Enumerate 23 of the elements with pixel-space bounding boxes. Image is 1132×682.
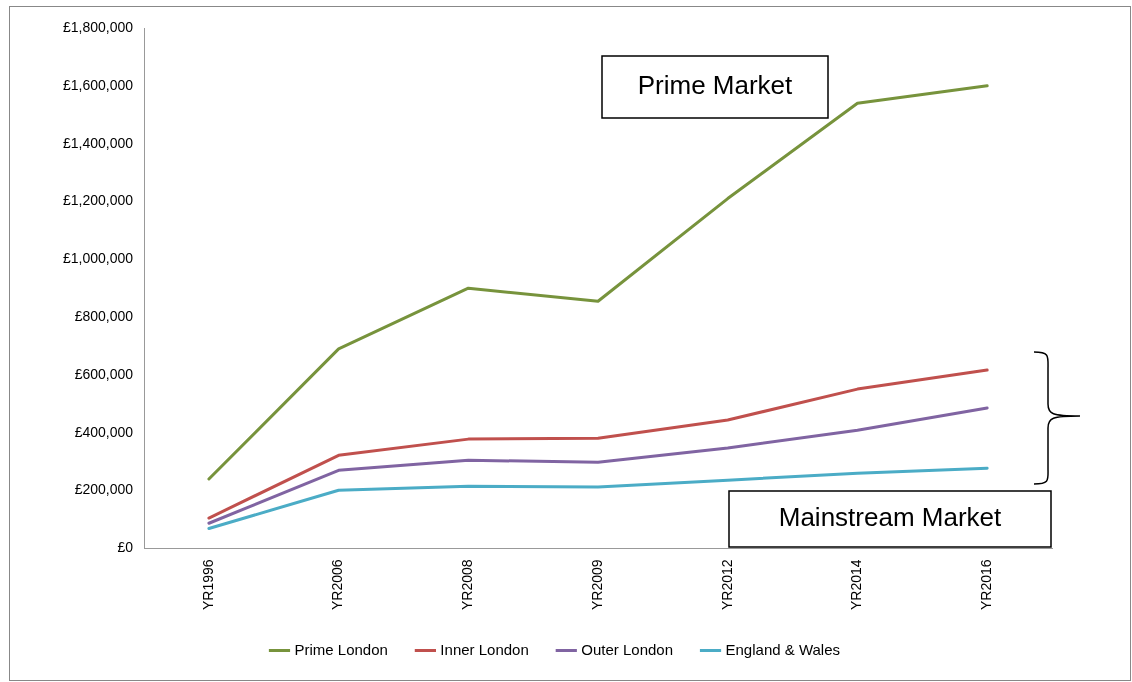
y-tick-label: £1,800,000 bbox=[62, 18, 134, 35]
y-tick-label: £1,200,000 bbox=[62, 192, 134, 209]
legend-label: Prime London bbox=[294, 640, 388, 658]
y-tick-label: £200,000 bbox=[74, 481, 134, 498]
y-tick-label: £800,000 bbox=[74, 307, 134, 324]
x-tick-label: YR2008 bbox=[459, 559, 476, 610]
y-tick-label: £0 bbox=[117, 539, 134, 556]
x-tick-label: YR2016 bbox=[978, 559, 995, 610]
y-tick-label: £600,000 bbox=[74, 365, 134, 382]
x-tick-label: YR2009 bbox=[588, 559, 605, 610]
annotation: Mainstream Market bbox=[778, 502, 1003, 533]
y-tick-label: £1,000,000 bbox=[62, 250, 134, 267]
legend-label: Outer London bbox=[581, 640, 674, 658]
y-tick-label: £1,400,000 bbox=[62, 134, 134, 151]
annotation: Prime Market bbox=[637, 70, 794, 101]
x-tick-label: YR2006 bbox=[329, 559, 346, 610]
legend-label: England & Wales bbox=[725, 640, 841, 658]
y-tick-label: £1,600,000 bbox=[62, 76, 134, 93]
x-tick-label: YR2012 bbox=[718, 559, 735, 610]
x-tick-label: YR1996 bbox=[199, 559, 216, 610]
y-tick-label: £400,000 bbox=[74, 423, 134, 440]
x-tick-label: YR2014 bbox=[848, 559, 865, 610]
legend-label: Inner London bbox=[440, 640, 529, 658]
